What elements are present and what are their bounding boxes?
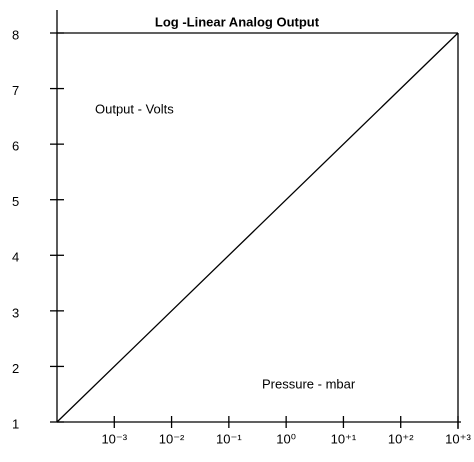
x-tick-label: 10⁰ [276, 431, 296, 446]
x-tick-label: 10⁺¹ [331, 431, 357, 446]
y-tick-label: 5 [12, 194, 19, 209]
x-tick-label: 10⁻³ [101, 431, 127, 446]
data-line [56, 32, 459, 423]
y-tick-label: 7 [12, 83, 19, 98]
x-tick-label: 10⁻² [159, 431, 185, 446]
y-tick-label: 2 [12, 361, 19, 376]
x-tick-label: 10⁺³ [445, 431, 471, 446]
y-tick-label: 8 [12, 27, 19, 42]
x-tick-label: 10⁺² [388, 431, 414, 446]
x-tick-label: 10⁻¹ [216, 431, 242, 446]
y-tick-label: 3 [12, 305, 19, 320]
y-tick-label: 1 [12, 416, 19, 431]
y-tick-label: 6 [12, 139, 19, 154]
y-axis-annotation: Output - Volts [95, 101, 174, 116]
x-axis-annotation: Pressure - mbar [262, 376, 356, 391]
y-tick-label: 4 [12, 250, 19, 265]
chart-title: Log -Linear Analog Output [155, 14, 320, 29]
